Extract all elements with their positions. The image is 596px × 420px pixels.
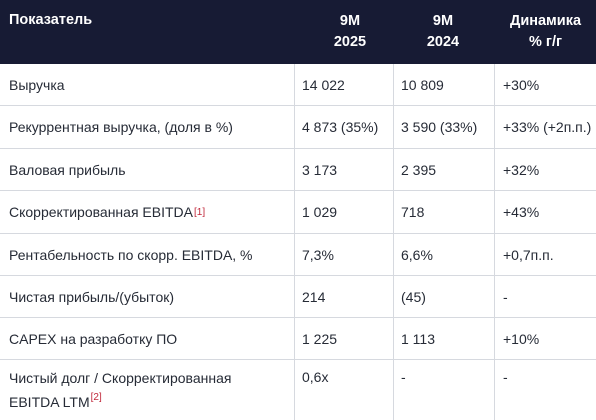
- value-2024: 718: [401, 204, 425, 220]
- value-2025: 3 173: [302, 161, 338, 178]
- header-9m-2025: 9M 2025: [300, 0, 400, 64]
- value-2025: 4 873 (35%): [302, 119, 379, 135]
- value-2025: 214: [302, 288, 326, 305]
- change-value: +0,7п.п.: [503, 246, 554, 263]
- change-value: +10%: [503, 330, 540, 347]
- header-9m-2024: 9M 2024: [393, 0, 493, 64]
- header-9m-2024-line2: 2024: [426, 34, 460, 50]
- row-label-line2: EBITDA LTM: [9, 394, 90, 410]
- table-row: Рекуррентная выручка, (доля в %) 4 873 (…: [0, 106, 596, 148]
- row-divider: [0, 359, 596, 360]
- row-divider: [0, 105, 596, 106]
- value-2024: (45): [401, 288, 426, 305]
- change-value: -: [503, 369, 508, 385]
- column-divider: [294, 64, 295, 420]
- footnote-marker[interactable]: [1]: [193, 206, 206, 218]
- column-divider: [393, 64, 394, 420]
- table-row: Выручка 14 022 10 809 +30%: [0, 64, 596, 105]
- header-9m-2025-line2: 2025: [333, 34, 367, 50]
- table-header: Показатель 9M 2025 9M 2024 Динамика % г/…: [0, 0, 596, 64]
- header-9m-2025-line1: 9M: [339, 13, 361, 29]
- table-row: Валовая прибыль 3 173 2 395 +32%: [0, 149, 596, 190]
- row-label: CAPEX на разработку ПО: [9, 330, 178, 347]
- value-2024: -: [401, 369, 406, 385]
- row-label: Чистый долг / Скорректированная EBITDA L…: [9, 360, 294, 412]
- table-row: Чистый долг / Скорректированная EBITDA L…: [0, 360, 596, 420]
- value-2025: 1 225: [302, 330, 338, 347]
- change-value: +30%: [503, 76, 540, 93]
- table-row: Чистая прибыль/(убыток) 214 (45) -: [0, 276, 596, 317]
- row-label: Выручка: [9, 76, 65, 93]
- row-label: Рекуррентная выручка, (доля в %): [9, 119, 233, 135]
- row-divider: [0, 317, 596, 318]
- row-label-text: Скорректированная EBITDA: [9, 204, 193, 220]
- row-label: Чистая прибыль/(убыток): [9, 288, 175, 305]
- change-value: +43%: [503, 204, 540, 220]
- row-label-line1: Чистый долг / Скорректированная: [9, 370, 232, 386]
- value-2025: 7,3%: [302, 246, 334, 263]
- footnote-marker[interactable]: [2]: [90, 392, 102, 403]
- change-value: +33% (+2п.п.): [503, 119, 592, 135]
- value-2024: 10 809: [401, 76, 444, 93]
- header-9m-2024-line1: 9M: [432, 13, 454, 29]
- value-2025: 1 029: [302, 204, 338, 220]
- header-indicator: Показатель: [9, 12, 93, 28]
- row-divider: [0, 275, 596, 276]
- row-divider: [0, 190, 596, 191]
- value-2025: 14 022: [302, 76, 345, 93]
- table-row: Рентабельность по скорр. EBITDA, % 7,3% …: [0, 234, 596, 275]
- row-divider: [0, 233, 596, 234]
- value-2025: 0,6x: [302, 369, 329, 385]
- column-divider: [494, 64, 495, 420]
- header-dynamics-line1: Динамика: [509, 13, 582, 29]
- value-2024: 3 590 (33%): [401, 119, 478, 135]
- row-divider: [0, 148, 596, 149]
- row-label: Валовая прибыль: [9, 161, 126, 178]
- table-row: Скорректированная EBITDA [1] 1 029 718 +4…: [0, 191, 596, 233]
- table-row: CAPEX на разработку ПО 1 225 1 113 +10%: [0, 318, 596, 359]
- header-dynamics: Динамика % г/г: [497, 0, 594, 64]
- change-value: +32%: [503, 161, 540, 178]
- value-2024: 2 395: [401, 161, 437, 178]
- header-dynamics-line2: % г/г: [528, 34, 563, 50]
- change-value: -: [503, 288, 508, 305]
- value-2024: 1 113: [401, 330, 435, 347]
- value-2024: 6,6%: [401, 246, 433, 263]
- row-label: Скорректированная EBITDA [1]: [9, 191, 294, 233]
- row-label: Рентабельность по скорр. EBITDA, %: [9, 246, 253, 263]
